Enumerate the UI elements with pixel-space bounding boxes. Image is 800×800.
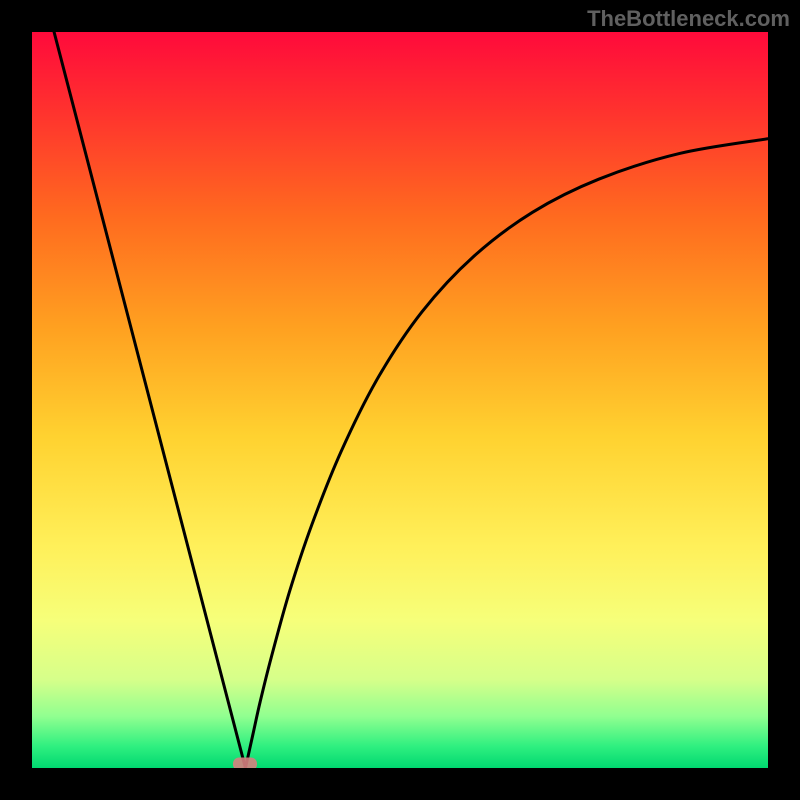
curve-right-branch [245,139,768,768]
curve-left-branch [54,32,245,768]
bottleneck-curve [32,32,768,768]
chart-frame: TheBottleneck.com [0,0,800,800]
plot-area [32,32,768,768]
optimal-point-marker [233,757,257,768]
watermark-text: TheBottleneck.com [587,6,790,32]
